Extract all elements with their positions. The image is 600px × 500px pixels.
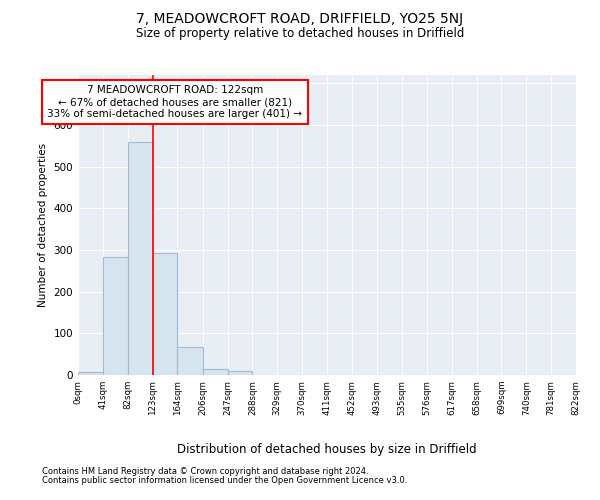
- Bar: [203, 369, 227, 375]
- Text: 7 MEADOWCROFT ROAD: 122sqm
← 67% of detached houses are smaller (821)
33% of sem: 7 MEADOWCROFT ROAD: 122sqm ← 67% of deta…: [47, 86, 302, 118]
- Bar: [178, 346, 203, 375]
- Bar: [152, 253, 178, 375]
- Text: Contains public sector information licensed under the Open Government Licence v3: Contains public sector information licen…: [42, 476, 407, 485]
- Bar: [128, 142, 152, 375]
- Text: 7, MEADOWCROFT ROAD, DRIFFIELD, YO25 5NJ: 7, MEADOWCROFT ROAD, DRIFFIELD, YO25 5NJ: [136, 12, 464, 26]
- Bar: [227, 371, 253, 375]
- Bar: [78, 372, 103, 375]
- Text: Contains HM Land Registry data © Crown copyright and database right 2024.: Contains HM Land Registry data © Crown c…: [42, 467, 368, 476]
- Text: Distribution of detached houses by size in Driffield: Distribution of detached houses by size …: [177, 442, 477, 456]
- Bar: [103, 257, 128, 375]
- Y-axis label: Number of detached properties: Number of detached properties: [38, 143, 48, 307]
- Text: Size of property relative to detached houses in Driffield: Size of property relative to detached ho…: [136, 28, 464, 40]
